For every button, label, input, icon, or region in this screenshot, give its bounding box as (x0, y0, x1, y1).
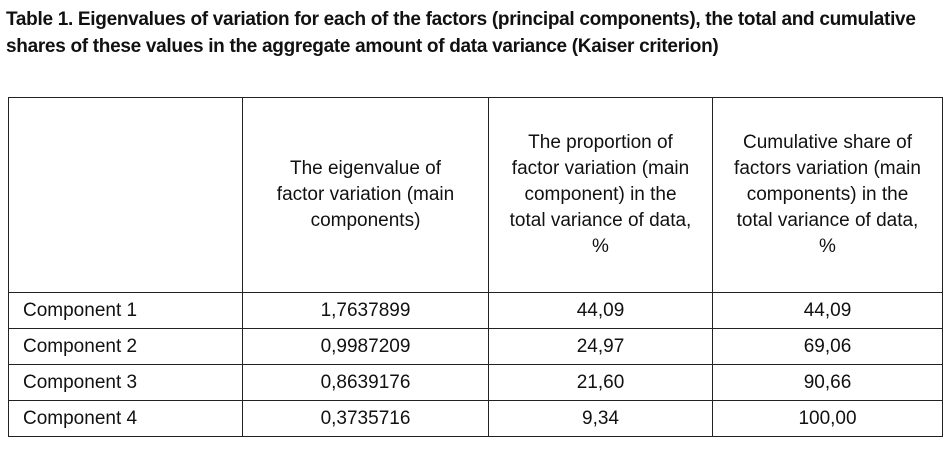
table-title: Table 1. Eigenvalues of variation for ea… (6, 9, 916, 57)
table-cell: 1,7637899 (242, 292, 489, 329)
table-cell: 9,34 (488, 400, 713, 437)
table-cell: 0,3735716 (242, 400, 489, 437)
table-cell: 44,09 (712, 292, 943, 329)
row-label: Component 4 (8, 400, 243, 437)
table-row: Component 2 0,9987209 24,97 69,06 (8, 328, 943, 365)
header-text: The eigenvalue of factor variation (main… (276, 158, 455, 231)
header-text: The proportion of factor variation (main… (509, 132, 692, 257)
header-cell: Cumulative share of factors variation (m… (712, 97, 943, 293)
table-body: Component 1 1,7637899 44,09 44,09 Component … (8, 292, 943, 437)
table-row: Component 3 0,8639176 21,60 90,66 (8, 364, 943, 401)
header-cell: The eigenvalue of factor variation (main… (242, 97, 489, 293)
row-label: Component 3 (8, 364, 243, 401)
table-cell: 44,09 (488, 292, 713, 329)
table-cell: 21,60 (488, 364, 713, 401)
table-cell: 24,97 (488, 328, 713, 365)
table-row: Component 1 1,7637899 44,09 44,09 (8, 292, 943, 329)
row-label: Component 2 (8, 328, 243, 365)
table-cell: 90,66 (712, 364, 943, 401)
header-cell: The proportion of factor variation (main… (488, 97, 713, 293)
table-cell: 0,8639176 (242, 364, 489, 401)
table-row: Component 4 0,3735716 9,34 100,00 (8, 400, 943, 437)
table: The eigenvalue of factor variation (main… (8, 97, 943, 437)
header-text: Cumulative share of factors variation (m… (734, 132, 921, 257)
table-cell: 0,9987209 (242, 328, 489, 365)
row-label: Component 1 (8, 292, 243, 329)
header-cell (8, 97, 243, 293)
header-row: The eigenvalue of factor variation (main… (8, 97, 943, 293)
table-cell: 69,06 (712, 328, 943, 365)
table-cell: 100,00 (712, 400, 943, 437)
